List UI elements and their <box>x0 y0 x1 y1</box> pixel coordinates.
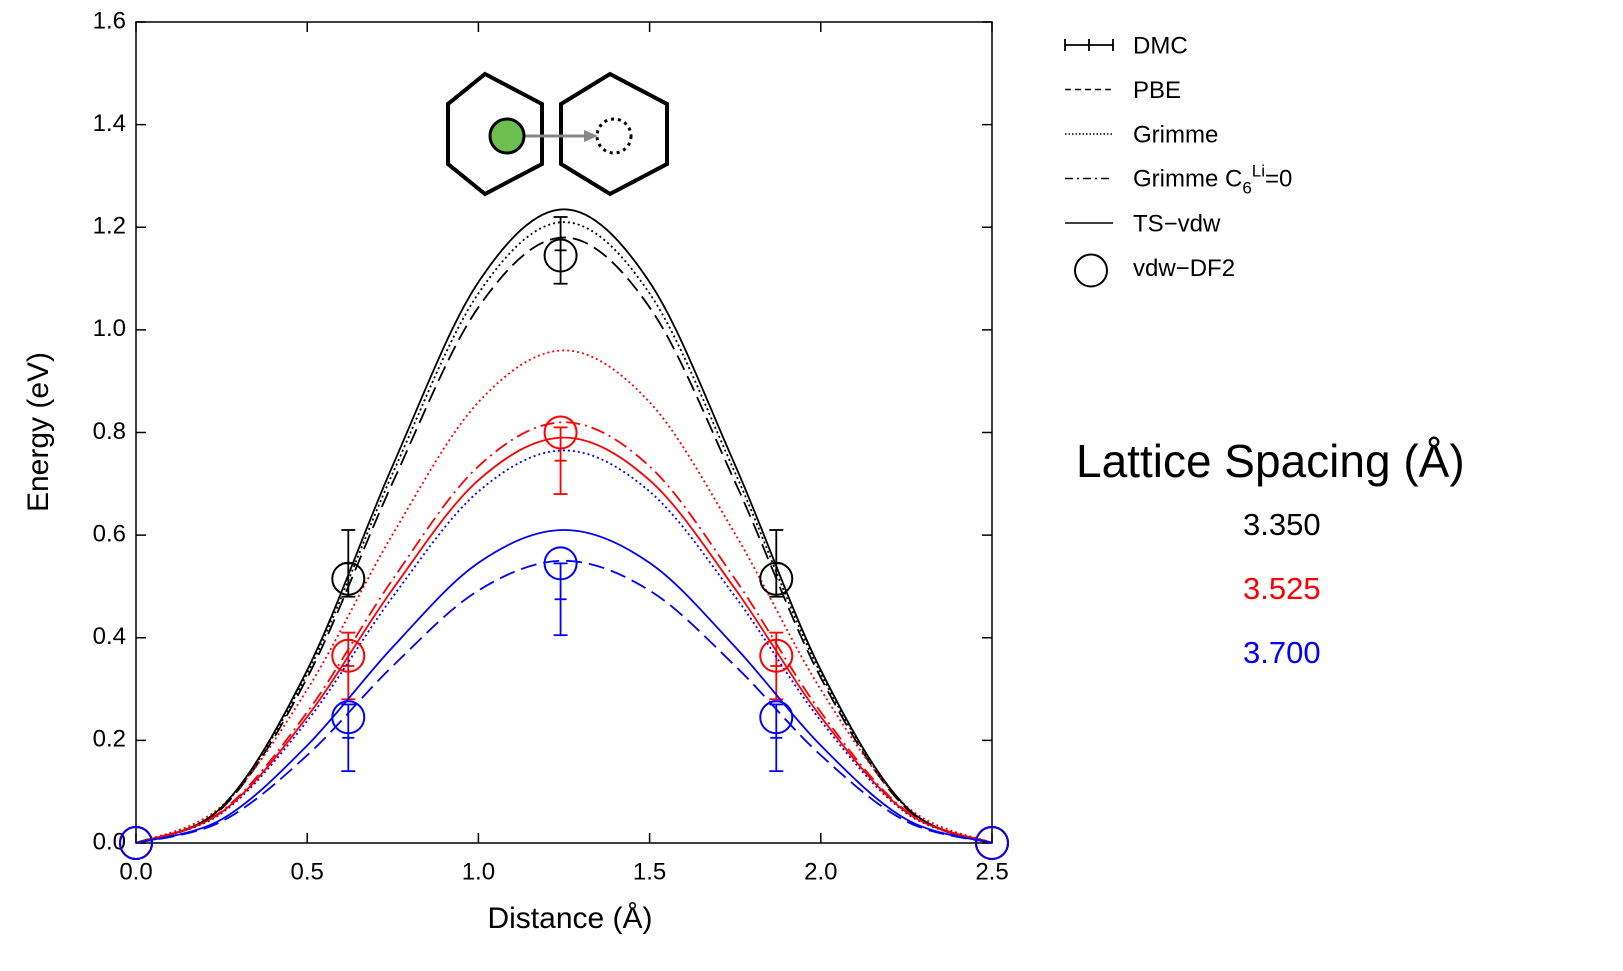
curve <box>135 421 993 844</box>
data-point <box>331 638 366 673</box>
y-tick-label: 1.2 <box>93 213 126 240</box>
x-tick-label: 0.0 <box>119 858 152 885</box>
hexagon <box>446 71 544 197</box>
spacing-label: 3.700 <box>1243 635 1321 670</box>
legend-label: vdw−DF2 <box>1133 255 1235 282</box>
y-tick-label: 0.8 <box>93 418 126 445</box>
error-bar <box>769 703 784 773</box>
curve <box>135 559 993 844</box>
y-tick-label: 1.0 <box>93 315 126 342</box>
legend-label: Grimme <box>1133 121 1218 148</box>
legend-label: TS−vdw <box>1133 210 1221 237</box>
data-point <box>543 415 578 450</box>
y-tick-label: 1.6 <box>93 7 126 34</box>
y-tick-label: 1.4 <box>93 110 126 137</box>
x-tick-label: 0.5 <box>291 858 324 885</box>
curve <box>135 236 993 844</box>
x-tick-label: 2.0 <box>804 858 837 885</box>
curve <box>135 449 993 844</box>
x-tick-label: 2.5 <box>975 858 1008 885</box>
x-tick-label: 1.5 <box>633 858 666 885</box>
error-bar <box>553 216 568 285</box>
error-bar <box>553 562 568 637</box>
hexagon <box>559 71 669 197</box>
legend-label-part: =0 <box>1265 166 1292 193</box>
curve <box>135 529 993 844</box>
atom-target <box>595 117 633 155</box>
x-tick-label: 1.0 <box>462 858 495 885</box>
y-tick-label: 0.4 <box>93 623 126 650</box>
legend-label: DMC <box>1133 32 1188 59</box>
legend-label: Grimme C6Li=0 <box>1133 162 1292 198</box>
x-axis-label: Distance (Å) <box>487 902 652 935</box>
data-point <box>543 238 578 273</box>
arrow-head <box>584 130 598 142</box>
data-point <box>543 546 578 581</box>
data-point <box>759 561 794 596</box>
legend-label-part: 6 <box>1242 179 1251 198</box>
curve <box>135 436 993 844</box>
data-point <box>331 561 366 596</box>
data-point <box>119 826 153 860</box>
legend-label-part: Grimme C <box>1133 166 1242 193</box>
data-point <box>759 700 794 735</box>
curve <box>135 221 993 844</box>
data-point <box>331 700 366 735</box>
atom <box>488 117 526 155</box>
spacing-label: 3.350 <box>1243 507 1321 542</box>
legend-swatch <box>1074 253 1108 288</box>
spacing-label: 3.525 <box>1243 571 1321 606</box>
y-tick-label: 0.6 <box>93 520 126 547</box>
plot-frame <box>135 21 993 844</box>
data-point <box>759 638 794 673</box>
spacing-title: Lattice Spacing (Å) <box>1076 435 1465 487</box>
legend-label: PBE <box>1133 77 1181 104</box>
structure-inset <box>446 71 669 197</box>
y-axis-label: Energy (eV) <box>22 352 55 512</box>
curve <box>135 208 993 844</box>
y-tick-label: 0.2 <box>93 726 126 753</box>
error-bar <box>341 703 356 773</box>
data-point <box>975 826 1009 860</box>
legend-label-part: Li <box>1252 162 1265 181</box>
curve <box>135 349 993 844</box>
plot-area <box>119 208 1009 860</box>
